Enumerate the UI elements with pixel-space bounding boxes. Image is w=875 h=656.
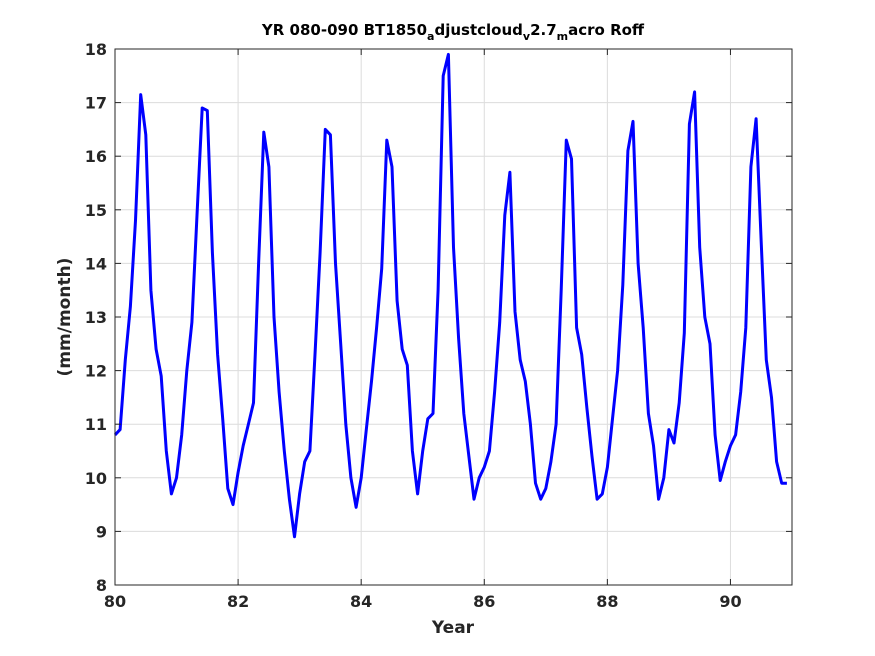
title-part: acro Roff xyxy=(568,21,645,39)
y-tick-label: 8 xyxy=(96,576,107,595)
title-part: djustcloud xyxy=(434,21,522,39)
x-tick-label: 82 xyxy=(227,592,249,611)
y-tick-label: 10 xyxy=(85,469,107,488)
y-tick-label: 16 xyxy=(85,147,107,166)
y-axis-title: (mm/month) xyxy=(55,258,75,377)
x-tick-label: 84 xyxy=(350,592,372,611)
y-tick-label: 11 xyxy=(85,415,107,434)
title-part: a xyxy=(427,30,434,43)
x-tick-label: 86 xyxy=(473,592,495,611)
x-axis-ticks: 80 82 84 86 88 90 xyxy=(104,49,742,611)
series-group xyxy=(113,52,787,539)
x-tick-label: 90 xyxy=(719,592,741,611)
title-part: v xyxy=(523,30,531,43)
title-part: YR 080-090 BT1850 xyxy=(261,21,427,39)
y-tick-label: 12 xyxy=(85,362,107,381)
y-tick-label: 9 xyxy=(96,522,107,541)
y-tick-label: 14 xyxy=(85,254,107,273)
y-tick-label: 18 xyxy=(85,40,107,59)
title-part: m xyxy=(557,30,568,43)
runoff-series-line xyxy=(113,52,787,539)
title-part: 2.7 xyxy=(530,21,557,39)
x-tick-label: 80 xyxy=(104,592,126,611)
x-tick-label: 88 xyxy=(596,592,618,611)
y-tick-label: 15 xyxy=(85,201,107,220)
x-axis-title: Year xyxy=(431,618,475,638)
chart-title: YR 080-090 BT1850adjustcloudv2.7macro Ro… xyxy=(261,21,645,43)
y-tick-label: 17 xyxy=(85,94,107,113)
y-axis-ticks: 8 9 10 11 12 13 14 15 16 17 18 xyxy=(85,40,792,595)
y-tick-label: 13 xyxy=(85,308,107,327)
